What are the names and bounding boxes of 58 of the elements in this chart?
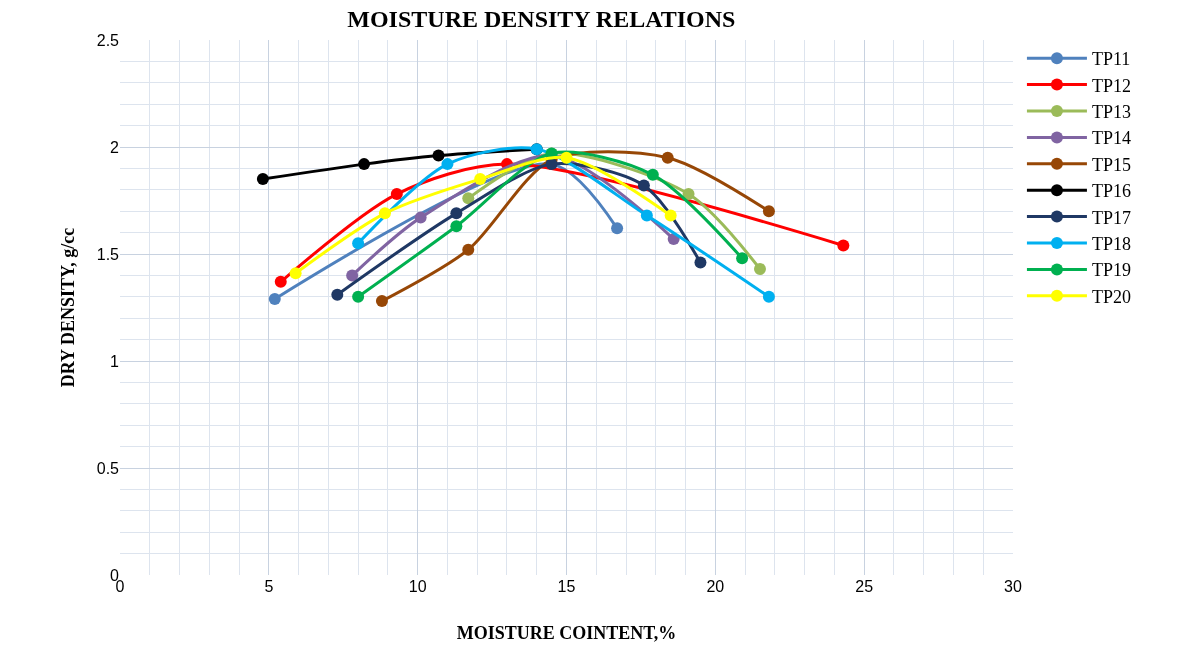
point xyxy=(346,269,359,282)
point xyxy=(474,173,487,186)
legend-label: TP12 xyxy=(1091,75,1131,96)
point xyxy=(661,151,674,164)
point xyxy=(432,149,445,162)
legend-label: TP19 xyxy=(1091,260,1131,281)
point xyxy=(378,207,391,220)
legend-label: TP20 xyxy=(1091,286,1131,307)
point xyxy=(450,207,463,220)
y-tick-label: 0.5 xyxy=(96,459,120,477)
point xyxy=(646,168,659,181)
y-tick-label: 1 xyxy=(110,352,120,370)
point xyxy=(274,275,287,288)
legend-label: TP15 xyxy=(1091,154,1131,175)
point xyxy=(611,222,624,235)
point xyxy=(352,290,365,303)
y-axis-title: DRY DENSITY, g/cc xyxy=(58,227,78,388)
legend-label: TP13 xyxy=(1091,102,1131,123)
x-tick-label: 25 xyxy=(855,578,874,595)
point xyxy=(414,211,427,224)
point xyxy=(441,158,454,171)
point xyxy=(450,220,463,233)
point xyxy=(375,295,388,308)
point xyxy=(637,179,650,192)
point xyxy=(289,267,302,280)
point xyxy=(736,252,749,265)
x-tick-label: 10 xyxy=(408,578,427,595)
point xyxy=(358,158,371,171)
point xyxy=(837,239,850,252)
x-axis-title: MOISTURE COINTENT,% xyxy=(456,623,677,643)
point xyxy=(640,209,653,222)
point xyxy=(560,151,573,164)
point xyxy=(753,262,766,275)
y-tick-label: 2 xyxy=(110,138,120,156)
chart-title: MOISTURE DENSITY RELATIONS xyxy=(347,5,736,32)
legend-label: TP17 xyxy=(1091,207,1131,228)
point xyxy=(682,188,695,201)
point xyxy=(462,243,475,256)
y-tick-label: 1.5 xyxy=(96,245,120,263)
point xyxy=(462,192,475,205)
x-tick-label: 30 xyxy=(1004,578,1022,595)
x-tick-label: 5 xyxy=(264,578,274,595)
legend-label: TP11 xyxy=(1091,49,1131,70)
legend-label: TP16 xyxy=(1091,181,1131,202)
point xyxy=(256,173,269,186)
point xyxy=(664,209,677,222)
point xyxy=(762,205,775,218)
legend-label: TP18 xyxy=(1091,234,1131,255)
x-tick-label: 20 xyxy=(706,578,725,595)
point xyxy=(352,237,365,250)
y-tick-label: 2.5 xyxy=(96,31,120,49)
point xyxy=(390,188,403,201)
point xyxy=(762,290,775,303)
point xyxy=(694,256,707,269)
legend-label: TP14 xyxy=(1091,128,1131,149)
point xyxy=(268,292,281,305)
point xyxy=(331,288,344,301)
x-tick-label: 15 xyxy=(557,578,576,595)
